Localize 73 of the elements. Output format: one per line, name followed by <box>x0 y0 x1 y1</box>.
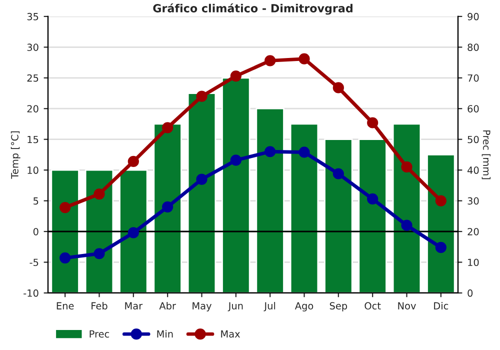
point <box>264 55 276 66</box>
y2-tick-label: 10 <box>468 258 479 266</box>
y-tick-label: 15 <box>28 136 38 144</box>
y-tick-label: -5 <box>30 258 38 266</box>
x-tick-label: Nov <box>398 302 416 310</box>
y-tick-label: 20 <box>27 105 38 112</box>
x-tick-label: Ene <box>56 302 74 310</box>
point <box>332 82 344 94</box>
point <box>367 193 378 204</box>
y2-tick-label: 70 <box>468 74 479 82</box>
bar <box>324 138 353 293</box>
bar <box>358 138 387 293</box>
point <box>162 201 174 212</box>
legend-label: Max <box>221 330 240 338</box>
x-tick-label: Sep <box>330 302 348 312</box>
point <box>435 195 446 206</box>
point <box>94 188 105 200</box>
bar <box>392 123 422 293</box>
bar <box>187 92 216 293</box>
y2-tick-label: 20 <box>468 228 479 236</box>
point <box>401 220 412 231</box>
y-tick-label: 25 <box>27 74 38 82</box>
point <box>230 154 242 166</box>
point <box>128 156 139 168</box>
x-tick-label: Dic <box>434 302 448 310</box>
chart-title: Gráfico climático - Dimitrovgrad <box>153 3 352 15</box>
point <box>162 122 174 134</box>
point <box>435 242 446 254</box>
bar <box>153 123 182 293</box>
point <box>298 146 310 158</box>
bar <box>50 169 80 293</box>
point <box>196 90 208 102</box>
point <box>94 248 105 260</box>
bar <box>290 123 319 293</box>
point <box>230 70 242 82</box>
point <box>60 252 71 264</box>
y-tick-label: 35 <box>27 12 38 20</box>
bar <box>119 169 148 293</box>
y2-axis-title: Prec [mm] <box>482 130 491 180</box>
y-tick-label: 10 <box>28 166 38 174</box>
y-tick-label: 30 <box>27 44 38 52</box>
point <box>367 117 378 128</box>
y2-tick-label: 60 <box>468 105 479 112</box>
x-tick-label: Ago <box>294 302 314 312</box>
point <box>264 146 276 158</box>
y2-tick-label: 30 <box>468 197 479 205</box>
point <box>298 53 310 64</box>
y2-tick-label: 40 <box>468 166 479 174</box>
x-tick-label: Feb <box>92 302 108 310</box>
x-tick-label: Jun <box>228 302 243 312</box>
x-tick-label: Jul <box>264 302 276 312</box>
y-tick-label: 0 <box>33 228 38 236</box>
point <box>196 174 208 185</box>
y2-tick-label: 80 <box>468 44 479 52</box>
x-tick-label: Abr <box>159 302 176 310</box>
y2-tick-label: 0 <box>468 289 473 297</box>
y-tick-label: 5 <box>34 197 38 205</box>
x-tick-label: May <box>192 302 212 312</box>
legend-label: Min <box>157 330 173 338</box>
point <box>60 202 71 214</box>
bar <box>222 77 250 293</box>
legend-label: Prec <box>90 330 110 338</box>
y2-tick-label: 50 <box>468 136 479 144</box>
point <box>401 161 412 173</box>
point <box>332 168 344 180</box>
x-tick-label: Mar <box>125 302 143 310</box>
bar <box>426 154 456 293</box>
y-tick-label: -10 <box>24 289 38 297</box>
y2-tick-label: 90 <box>468 12 479 20</box>
y-axis-title: Temp [°C] <box>10 131 20 179</box>
x-tick-label: Oct <box>364 302 381 310</box>
point <box>128 227 139 238</box>
bar <box>256 108 284 293</box>
